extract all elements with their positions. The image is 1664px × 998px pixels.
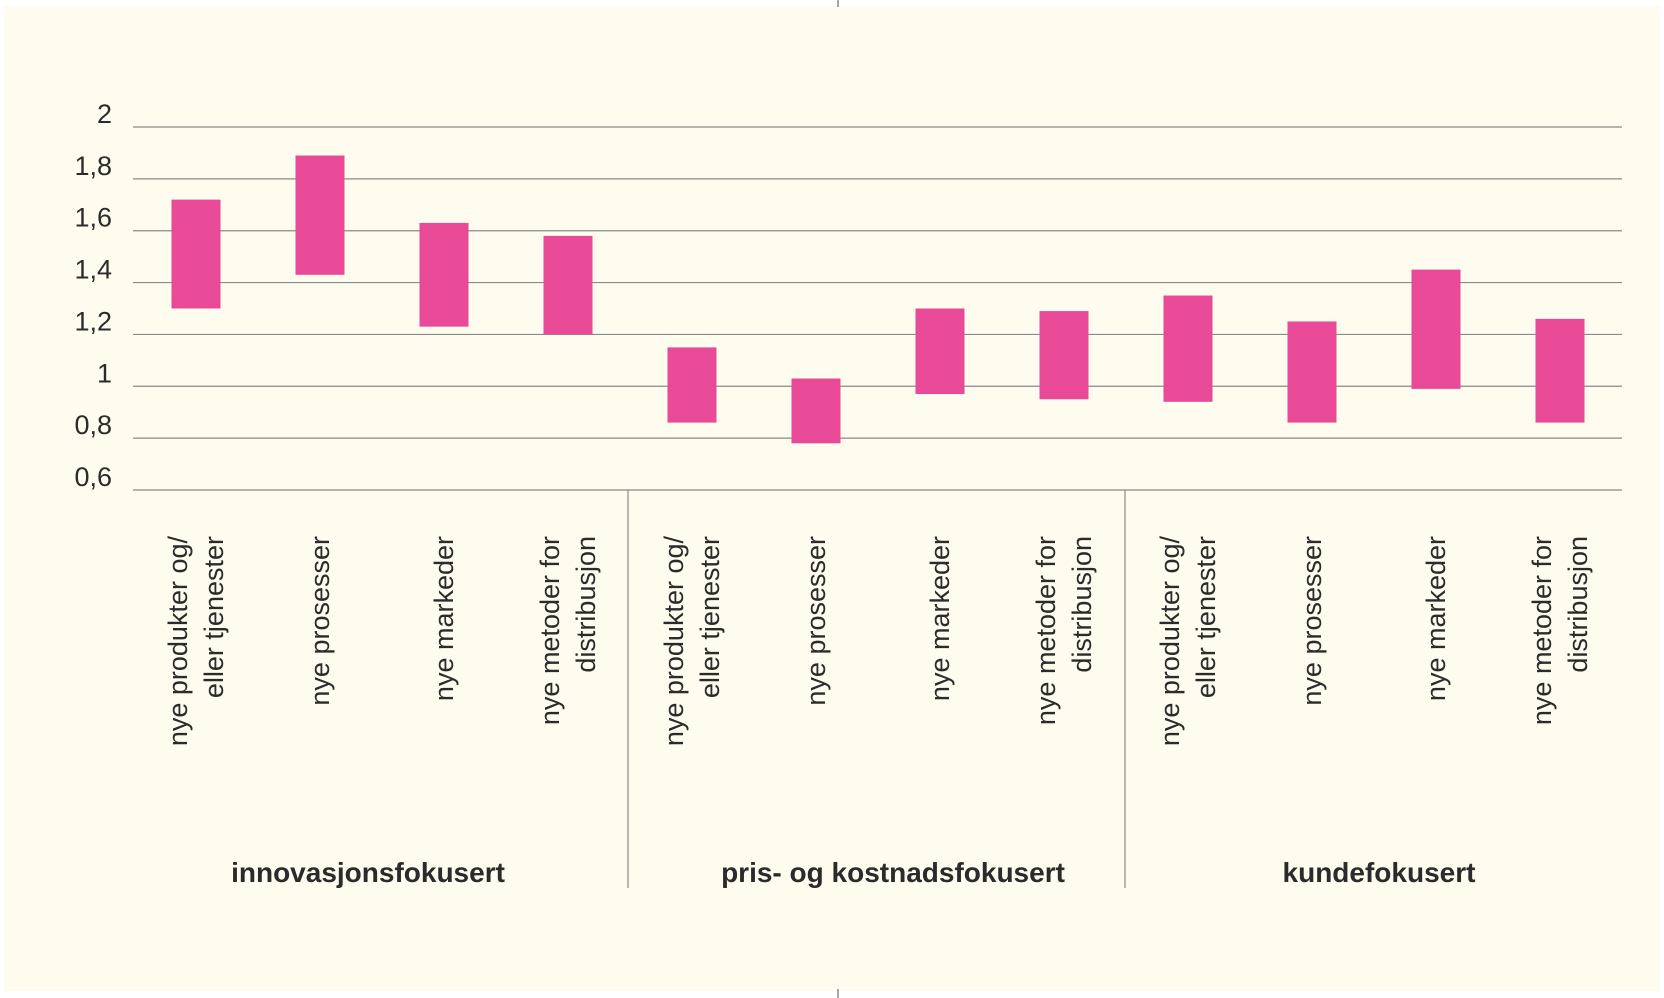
range-bar [667, 347, 717, 423]
x-tick-label: nye prosesser [801, 536, 831, 706]
group-separators [627, 490, 1126, 888]
x-tick-label: nye markeder [1421, 536, 1451, 701]
x-tick-label: nye produkter og/ [1155, 536, 1185, 747]
group-label: innovasjonsfokusert [231, 857, 505, 888]
group-labels: innovasjonsfokusert pris- og kostnadsfoku… [231, 857, 1475, 888]
x-tick-label: nye markeder [925, 536, 955, 701]
x-tick-label: nye metoder for [1031, 536, 1061, 725]
y-tick-label: 2 [97, 99, 112, 129]
group-label: kundefokusert [1283, 857, 1476, 888]
range-bar [543, 235, 593, 335]
range-bar [1163, 295, 1213, 402]
x-tick-label: nye markeder [429, 536, 459, 701]
x-tick-label: eller tjenester [199, 536, 229, 698]
range-bar [915, 308, 965, 395]
y-tick-label: 1,6 [74, 203, 112, 233]
x-tick-label: nye produkter og/ [163, 536, 193, 747]
range-bar [791, 378, 841, 444]
y-tick-label: 1,8 [74, 151, 112, 181]
y-tick-label: 0,8 [74, 410, 112, 440]
range-bars [171, 155, 1585, 444]
x-tick-label: nye prosesser [1297, 536, 1327, 706]
range-bar [1039, 311, 1089, 400]
y-axis-tick-labels: 2 1,8 1,6 1,4 1,2 1 0,8 0,6 [74, 99, 112, 492]
chart-background [4, 6, 1660, 991]
x-tick-label: nye prosesser [305, 536, 335, 706]
x-tick-label: distribusjon [1563, 536, 1593, 673]
x-tick-label: eller tjenester [1191, 536, 1221, 698]
y-tick-label: 0,6 [74, 462, 112, 492]
y-tick-label: 1 [97, 358, 112, 388]
x-tick-label: nye metoder for [535, 536, 565, 725]
range-bar [419, 222, 469, 327]
range-bar [1411, 269, 1461, 389]
y-tick-label: 1,4 [74, 255, 112, 285]
gridlines [133, 126, 1622, 491]
y-tick-label: 1,2 [74, 306, 112, 336]
range-bar [1287, 321, 1337, 423]
range-bar [171, 199, 221, 309]
x-tick-label: nye produkter og/ [659, 536, 689, 747]
x-tick-label: eller tjenester [695, 536, 725, 698]
x-tick-label: distribusjon [571, 536, 601, 673]
x-tick-label: nye metoder for [1527, 536, 1557, 725]
x-tick-label: distribusjon [1067, 536, 1097, 673]
group-label: pris- og kostnadsfokusert [721, 857, 1065, 888]
range-bar [295, 155, 345, 275]
range-bar [1535, 318, 1585, 423]
x-axis-tick-labels: nye produkter og/eller tjenester nye pros… [163, 536, 1593, 747]
